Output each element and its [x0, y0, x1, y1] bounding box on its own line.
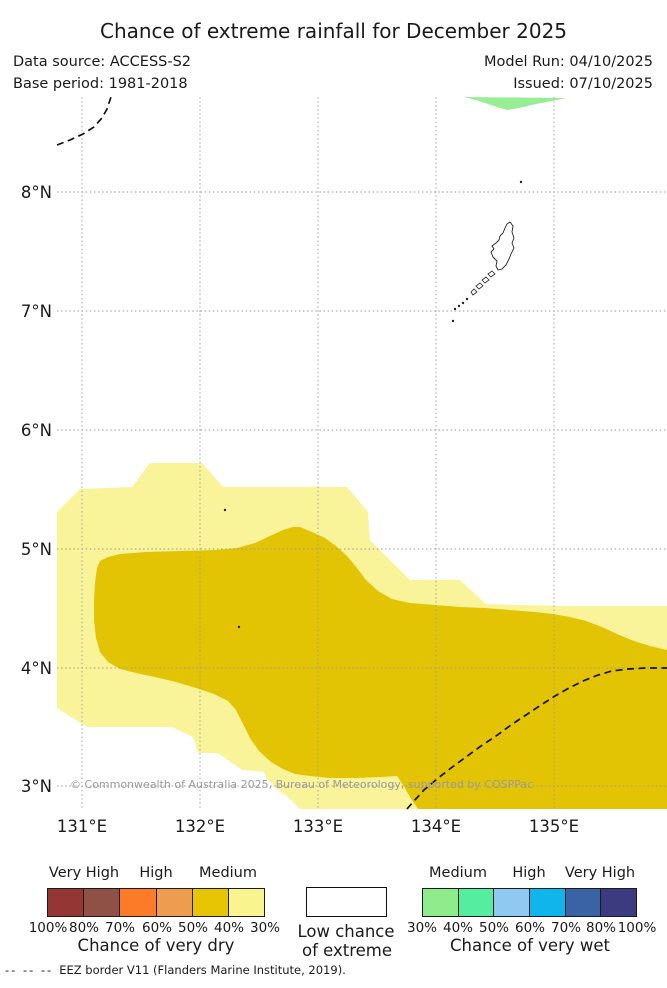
- eez-dash-sample: -- -- --: [5, 963, 54, 977]
- y-axis-tick-label: 6°N: [21, 421, 52, 440]
- small-island-dot: [461, 301, 465, 305]
- dry-percent-label: 60%: [141, 920, 173, 936]
- wet-category-label: Medium: [429, 865, 487, 881]
- dry-legend-colorbar: [47, 888, 265, 917]
- copyright-notice: © Commonwealth of Australia 2025, Bureau…: [70, 778, 534, 791]
- x-axis-tick-label: 131°E: [57, 817, 107, 836]
- legend-color-swatch: [120, 889, 157, 916]
- eez-border-line: [406, 667, 667, 810]
- x-axis-tick-label: 135°E: [529, 817, 579, 836]
- legend-color-swatch: [84, 889, 121, 916]
- dry-legend-caption: Chance of very dry: [77, 936, 235, 955]
- dry-percent-label: 40%: [213, 920, 245, 936]
- palau-main-island-outline: [490, 221, 515, 271]
- y-axis-tick-label: 5°N: [21, 540, 52, 559]
- y-axis-tick-label: 7°N: [21, 302, 52, 321]
- palau-islet-outline: [470, 288, 478, 296]
- dry-40pct-region: [94, 527, 667, 809]
- wet-percent-label: 80%: [585, 920, 617, 936]
- wet-percent-label: 100%: [617, 920, 657, 936]
- small-island-dot: [453, 307, 457, 311]
- legend-color-swatch: [156, 889, 193, 916]
- y-axis-tick-label: 8°N: [21, 183, 52, 202]
- legend-color-swatch: [192, 889, 229, 916]
- legend-color-swatch: [48, 889, 85, 916]
- eez-border-line: [56, 96, 112, 146]
- wet-percent-label: 60%: [514, 920, 546, 936]
- model-run-label: Model Run: 04/10/2025: [483, 54, 653, 70]
- small-island-dot: [451, 319, 455, 323]
- dry-percent-label: 50%: [177, 920, 209, 936]
- wet-percent-label: 30%: [406, 920, 438, 936]
- wet-percent-label: 70%: [550, 920, 582, 936]
- legend-color-swatch: [423, 889, 459, 916]
- palau-islet-outline: [475, 282, 484, 290]
- legend-color-swatch: [530, 889, 566, 916]
- legend-color-swatch: [228, 889, 265, 916]
- small-island-dot: [223, 508, 227, 512]
- wet-category-label: High: [512, 865, 546, 881]
- x-axis-tick-label: 133°E: [293, 817, 343, 836]
- page-title: Chance of extreme rainfall for December …: [99, 19, 568, 43]
- dry-category-label: Medium: [199, 865, 257, 881]
- small-island-dot: [457, 304, 461, 308]
- legend-color-swatch: [565, 889, 602, 916]
- legend-color-swatch: [601, 889, 637, 916]
- wet-percent-label: 50%: [478, 920, 510, 936]
- palau-islet-outline: [481, 276, 490, 284]
- dry-percent-label: 80%: [68, 920, 100, 936]
- wet-percent-label: 40%: [442, 920, 474, 936]
- x-axis-tick-label: 134°E: [411, 817, 461, 836]
- small-island-dot: [465, 297, 469, 301]
- low-chance-label-line1: Low chance: [297, 922, 395, 941]
- wet-30pct-region: [463, 97, 567, 110]
- issued-label: Issued: 07/10/2025: [513, 76, 653, 92]
- y-axis-tick-label: 4°N: [21, 659, 52, 678]
- x-axis-tick-label: 132°E: [175, 817, 225, 836]
- low-chance-swatch: [306, 887, 387, 917]
- dry-category-label: High: [139, 865, 173, 881]
- dry-percent-label: 30%: [249, 920, 281, 936]
- small-island-dot: [519, 180, 523, 184]
- base-period-label: Base period: 1981-2018: [13, 76, 188, 92]
- wet-legend-colorbar: [422, 888, 637, 917]
- data-source-label: Data source: ACCESS-S2: [13, 54, 192, 70]
- legend-color-swatch: [494, 889, 531, 916]
- low-chance-label-line2: of extreme: [301, 941, 393, 960]
- palau-islet-outline: [487, 270, 496, 278]
- small-island-dot: [237, 625, 241, 629]
- dry-percent-label: 70%: [104, 920, 136, 936]
- eez-footnote-text: EEZ border V11 (Flanders Marine Institut…: [59, 963, 346, 977]
- wet-category-label: Very High: [564, 865, 636, 881]
- y-axis-tick-label: 3°N: [21, 777, 52, 796]
- dry-category-label: Very High: [48, 865, 120, 881]
- legend-color-swatch: [458, 889, 495, 916]
- dry-percent-label: 100%: [28, 920, 68, 936]
- wet-legend-caption: Chance of very wet: [450, 936, 610, 955]
- eez-footnote: -- -- -- EEZ border V11 (Flanders Marine …: [5, 963, 346, 977]
